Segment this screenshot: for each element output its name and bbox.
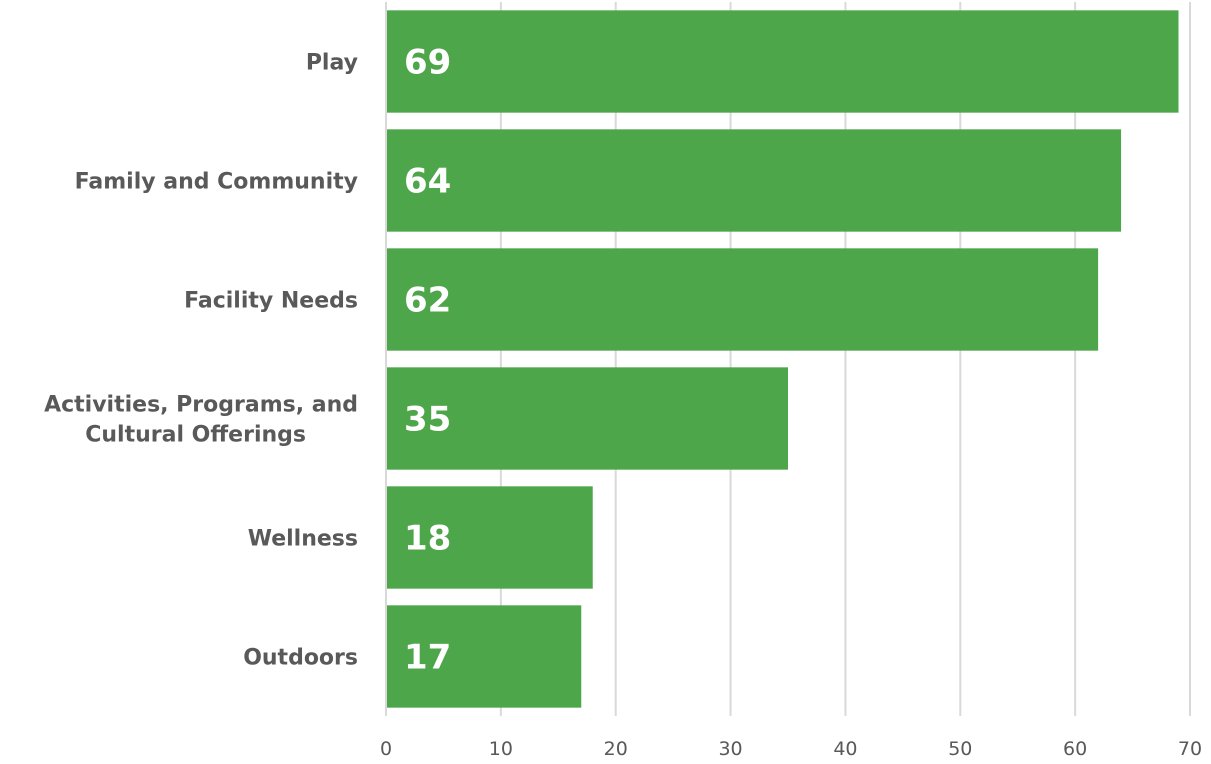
category-labels: Play Family and Community Facility Needs Ac… — [44, 51, 358, 671]
x-tick-label: 70 — [1178, 738, 1202, 760]
x-tick-label: 40 — [833, 738, 857, 760]
x-tick-label: 50 — [948, 738, 972, 760]
bar — [387, 605, 582, 708]
data-label: 35 — [404, 400, 451, 440]
category-label: Family and Community — [75, 170, 358, 195]
x-tick-label: 30 — [718, 738, 742, 760]
category-label: Activities, Programs, and Cultural Offeri… — [44, 393, 358, 448]
data-label: 62 — [404, 281, 451, 321]
x-tick-label: 0 — [380, 738, 392, 760]
data-label: 17 — [404, 638, 451, 678]
bar — [387, 129, 1122, 232]
x-axis-tick-labels: 0 10 20 30 40 50 60 70 — [380, 738, 1202, 760]
data-label: 64 — [404, 162, 451, 202]
data-labels: 69 64 62 35 18 17 — [404, 43, 451, 678]
category-label: Play — [306, 51, 358, 76]
category-label: Facility Needs — [184, 289, 358, 314]
bar — [387, 248, 1099, 351]
data-label: 18 — [404, 519, 451, 559]
bars — [387, 10, 1179, 708]
category-label: Wellness — [248, 527, 358, 552]
data-label: 69 — [404, 43, 451, 83]
x-tick-label: 60 — [1063, 738, 1087, 760]
category-label: Outdoors — [243, 646, 358, 671]
gridlines — [385, 2, 1191, 716]
bar — [387, 486, 593, 589]
bar — [387, 10, 1179, 113]
x-tick-label: 20 — [604, 738, 628, 760]
bar — [387, 367, 788, 470]
x-tick-label: 10 — [489, 738, 513, 760]
